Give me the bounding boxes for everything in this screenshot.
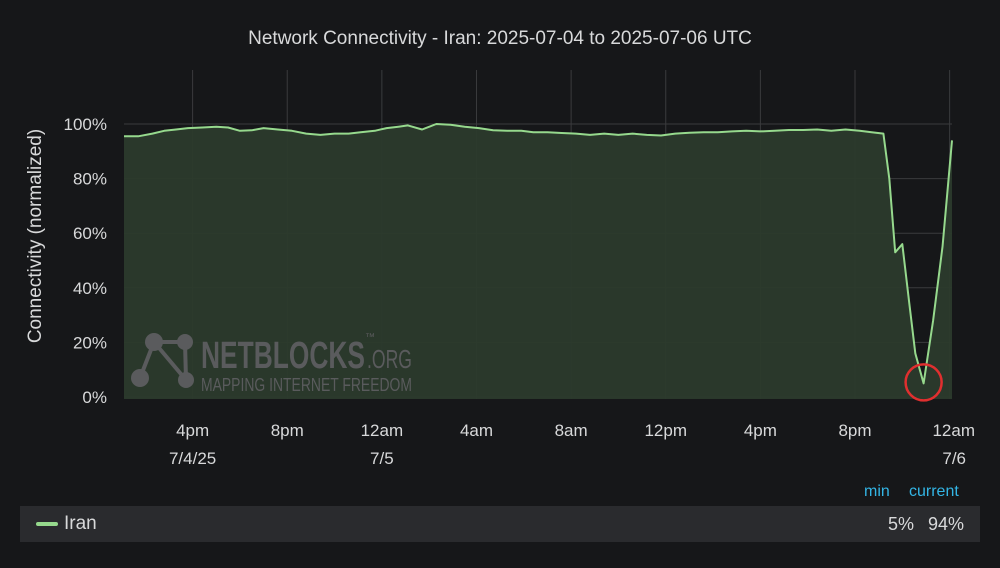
netblocks-network-icon bbox=[131, 333, 194, 388]
legend-series-name[interactable]: Iran bbox=[64, 513, 97, 534]
legend-current-value: 94% bbox=[927, 514, 964, 534]
y-tick-label: 40% bbox=[73, 279, 107, 298]
watermark-tld: .ORG bbox=[367, 344, 412, 374]
legend-row[interactable]: Iran 5% 94% bbox=[20, 506, 980, 542]
watermark-logo: NETBLOCKS .ORG ™ MAPPING INTERNET FREEDO… bbox=[131, 332, 412, 395]
annotation-layer bbox=[904, 363, 943, 402]
minimum-highlight-circle bbox=[904, 363, 943, 402]
legend-min-value: 5% bbox=[887, 514, 914, 534]
series-line-iran bbox=[124, 123, 953, 385]
y-tick-label: 0% bbox=[82, 388, 107, 407]
legend-current-header: current bbox=[909, 483, 959, 500]
x-tick-label: 4am bbox=[460, 421, 493, 440]
x-tick-label: 12am bbox=[932, 421, 975, 440]
series-layer bbox=[124, 123, 953, 399]
x-tick-label: 12am bbox=[361, 421, 404, 440]
y-tick-label: 80% bbox=[73, 170, 107, 189]
x-tick-sublabel: 7/6 bbox=[942, 449, 966, 468]
watermark-tm: ™ bbox=[365, 332, 375, 343]
watermark-tagline: MAPPING INTERNET FREEDOM bbox=[201, 375, 412, 395]
legend-series-swatch bbox=[36, 522, 58, 526]
x-tick-sublabel: 7/5 bbox=[370, 449, 394, 468]
y-tick-label: 100% bbox=[64, 115, 107, 134]
y-axis-label: Connectivity (normalized) bbox=[25, 129, 46, 343]
y-tick-label: 20% bbox=[73, 333, 107, 352]
x-tick-label: 8pm bbox=[271, 421, 304, 440]
x-tick-label: 8am bbox=[555, 421, 588, 440]
chart-title: Network Connectivity - Iran: 2025-07-04 … bbox=[248, 28, 752, 49]
x-tick-label: 12pm bbox=[644, 421, 687, 440]
series-area-iran bbox=[124, 124, 952, 399]
x-tick-label: 4pm bbox=[176, 421, 209, 440]
x-tick-sublabel: 7/4/25 bbox=[169, 449, 216, 468]
y-tick-label: 60% bbox=[73, 224, 107, 243]
x-tick-label: 4pm bbox=[744, 421, 777, 440]
legend-min-header: min bbox=[864, 483, 890, 500]
watermark-brand: NETBLOCKS bbox=[201, 335, 365, 377]
x-tick-label: 8pm bbox=[838, 421, 871, 440]
